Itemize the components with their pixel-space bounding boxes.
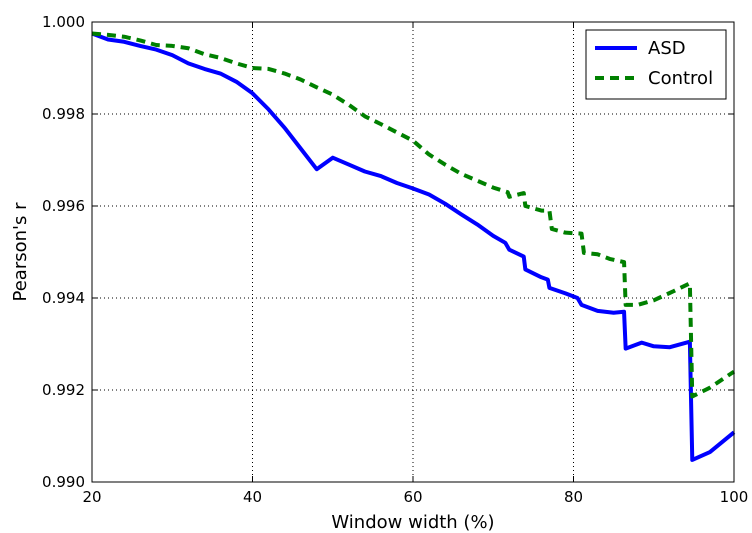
series-line-asd <box>91 31 736 462</box>
y-tick-label: 0.994 <box>42 289 85 307</box>
x-tick-label: 80 <box>564 488 583 506</box>
x-tick-label: 40 <box>243 488 262 506</box>
x-axis-label: Window width (%) <box>331 512 494 533</box>
axis-ticks <box>91 21 735 483</box>
legend-box <box>585 29 727 100</box>
legend-label-asd: ASD <box>648 38 686 59</box>
y-tick-label: 0.996 <box>42 197 85 215</box>
y-tick-labels: 0.990 0.992 0.994 0.996 0.998 1.000 <box>42 13 85 491</box>
x-tick-label: 100 <box>720 488 749 506</box>
x-tick-label: 20 <box>82 488 101 506</box>
legend-label-control: Control <box>648 68 713 89</box>
y-tick-label: 0.990 <box>42 473 85 491</box>
x-tick-label: 60 <box>403 488 422 506</box>
y-tick-label: 0.998 <box>42 105 85 123</box>
legend: ASD Control <box>585 29 727 100</box>
y-axis-label: Pearson's r <box>10 202 31 302</box>
series-line-control <box>91 31 736 399</box>
grid-lines <box>92 22 734 482</box>
series-lines <box>91 31 736 462</box>
y-tick-label: 0.992 <box>42 381 85 399</box>
y-tick-label: 1.000 <box>42 13 85 31</box>
x-tick-labels: 20 40 60 80 100 <box>82 488 748 506</box>
